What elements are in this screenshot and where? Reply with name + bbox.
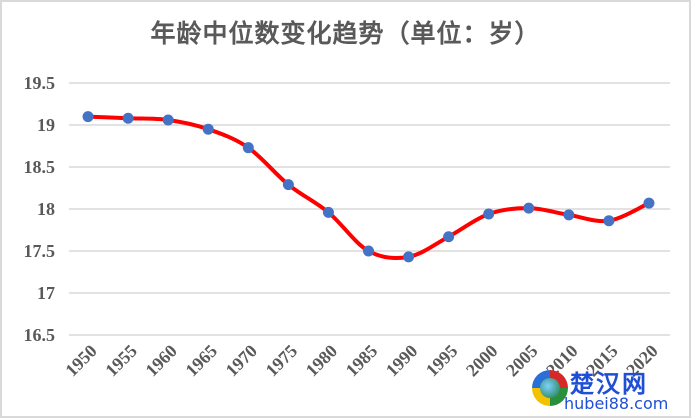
y-axis-ticks: 19.5 19 18.5 18 17.5 17 16.5	[24, 73, 56, 345]
y-tick-label: 19	[37, 115, 55, 135]
y-tick-label: 16.5	[24, 325, 56, 345]
data-point-marker	[563, 209, 575, 221]
data-point-marker	[643, 197, 655, 209]
x-tick-label: 1960	[141, 341, 181, 381]
x-tick-label: 1955	[101, 341, 141, 381]
x-tick-label: 1990	[382, 341, 422, 381]
data-point-marker	[443, 231, 455, 243]
x-tick-label: 1995	[422, 341, 462, 381]
data-point-marker	[242, 142, 254, 154]
data-point-marker	[322, 206, 334, 218]
data-point-marker	[202, 123, 214, 135]
x-tick-label: 1970	[222, 341, 262, 381]
x-tick-label: 1985	[342, 341, 382, 381]
data-point-marker	[483, 208, 495, 220]
x-tick-label: 1950	[61, 341, 101, 381]
data-point-marker	[403, 251, 415, 263]
data-point-marker	[162, 114, 174, 126]
y-tick-label: 18	[37, 199, 55, 219]
watermark: 楚汉网 hubei88.com	[530, 364, 689, 416]
x-tick-label: 1980	[302, 341, 342, 381]
globe-logo-icon	[532, 370, 568, 406]
data-point-marker	[363, 245, 374, 257]
series-line	[86, 114, 651, 261]
data-point-marker	[603, 215, 615, 227]
x-tick-label: 2000	[462, 341, 502, 381]
chart-title: 年龄中位数变化趋势（单位：岁）	[150, 19, 541, 48]
data-point-marker	[282, 179, 294, 191]
data-point-marker	[82, 111, 94, 123]
data-point-marker	[523, 202, 535, 214]
y-tick-label: 18.5	[24, 157, 56, 177]
watermark-cn: 楚汉网	[570, 370, 648, 398]
y-tick-label: 19.5	[24, 73, 56, 93]
series-markers	[82, 111, 655, 263]
x-tick-label: 1965	[181, 341, 221, 381]
y-tick-label: 17	[37, 283, 55, 303]
data-point-marker	[122, 112, 134, 124]
watermark-en: hubei88.com	[564, 394, 669, 413]
x-tick-label: 1975	[262, 341, 302, 381]
y-tick-label: 17.5	[24, 241, 56, 261]
